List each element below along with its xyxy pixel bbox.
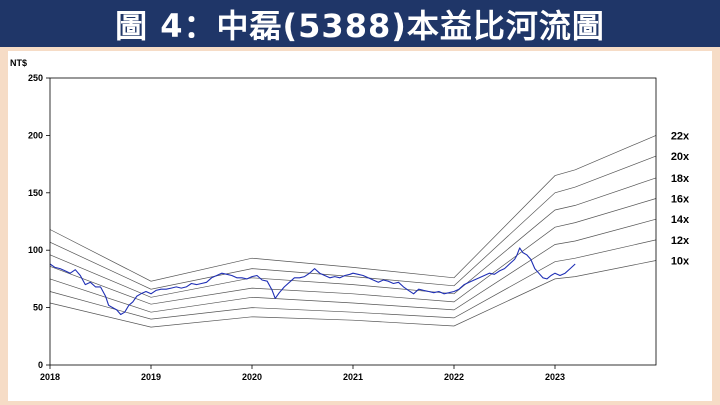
band-line-10x: [49, 260, 657, 328]
band-label-20x: 20x: [671, 151, 690, 163]
x-tick-label: 2021: [343, 372, 363, 382]
band-label-22x: 22x: [671, 130, 690, 142]
y-tick-label: 150: [28, 188, 43, 198]
band-label-10x: 10x: [671, 256, 690, 268]
y-axis-unit-label: NT$: [10, 58, 27, 68]
x-tick-label: 2020: [242, 372, 262, 382]
page-title: 圖 4：中磊(5388)本益比河流圖: [115, 6, 605, 45]
band-labels: 22x 20x 18x 16x 14x 12x 10x: [671, 130, 690, 267]
y-tick-label: 200: [28, 130, 43, 140]
band-label-14x: 14x: [671, 214, 690, 226]
chart-panel: NT$ 0 50 100 150 200 250 2018 2019 2020 2021 2022 2…: [8, 51, 712, 401]
pe-river-chart: NT$ 0 50 100 150 200 250 2018 2019 2020 2021 2022 2…: [10, 58, 690, 382]
band-label-16x: 16x: [671, 194, 690, 206]
band-label-12x: 12x: [671, 235, 690, 247]
pe-band-lines: [49, 135, 657, 328]
band-line-16x: [49, 198, 657, 305]
band-line-14x: [49, 218, 657, 313]
band-line-22x: [49, 135, 657, 282]
y-tick-label: 0: [38, 360, 43, 370]
y-tick-label: 50: [33, 303, 43, 313]
axes: 0 50 100 150 200 250 2018 2019 2020 2021 2022 2023: [28, 73, 657, 382]
x-tick-label: 2019: [141, 372, 161, 382]
title-bar: 圖 4：中磊(5388)本益比河流圖: [0, 0, 720, 47]
price-series: [49, 247, 576, 316]
x-tick-label: 2022: [444, 372, 464, 382]
y-tick-label: 250: [28, 73, 43, 83]
x-tick-label: 2023: [545, 372, 565, 382]
y-tick-label: 100: [28, 245, 43, 255]
band-label-18x: 18x: [671, 173, 690, 185]
band-line-18x: [49, 177, 657, 298]
band-line-20x: [49, 155, 657, 290]
price-line: [49, 247, 576, 316]
x-tick-label: 2018: [40, 372, 60, 382]
band-line-12x: [49, 239, 657, 320]
plot-frame: [49, 77, 657, 366]
